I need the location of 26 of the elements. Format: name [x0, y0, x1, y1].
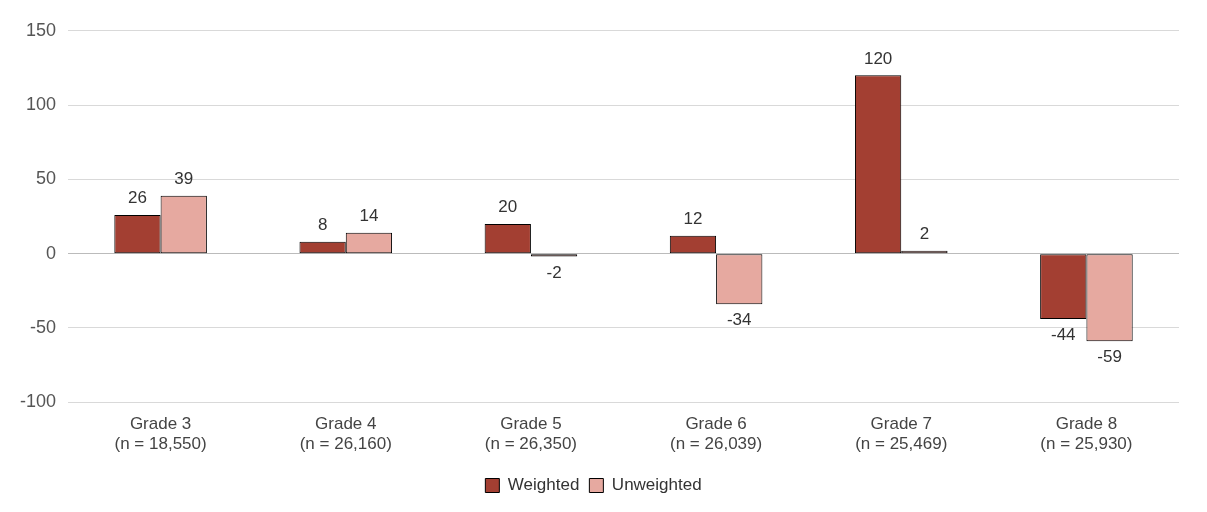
- data-label: -59: [1097, 347, 1122, 367]
- data-label: 26: [128, 188, 147, 208]
- data-label: 12: [683, 209, 703, 228]
- data-label: 20: [498, 197, 518, 217]
- data-label: -34: [726, 310, 752, 330]
- x-tick-label: Grade 5 (n = 26,350): [484, 414, 578, 454]
- y-tick-label: 100: [25, 94, 57, 115]
- data-label: -2: [546, 262, 562, 282]
- data-label: 39: [174, 168, 194, 188]
- data-label: 2: [919, 223, 930, 243]
- y-tick-label: -100: [20, 391, 57, 412]
- x-tick-label: Grade 6 (n = 26,039): [670, 414, 763, 454]
- data-label: -44: [1050, 325, 1076, 345]
- y-tick-label: 0: [46, 242, 57, 263]
- y-tick-label: -50: [30, 316, 57, 337]
- y-tick-label: 150: [25, 19, 57, 40]
- x-tick-label: Grade 8 (n = 25,930): [1040, 414, 1133, 454]
- data-label: 14: [359, 206, 379, 226]
- data-label: 8: [317, 214, 328, 234]
- y-tick-label: 50: [36, 168, 57, 189]
- x-tick-label: Grade 7 (n = 25,469): [855, 414, 948, 454]
- legend-label: Unweighted: [611, 475, 702, 495]
- x-tick-label: Grade 4 (n = 26,160): [299, 414, 392, 454]
- data-label: 120: [863, 48, 893, 68]
- legend-label: Weighted: [507, 475, 580, 495]
- x-tick-label: Grade 3 (n = 18,550): [114, 414, 207, 454]
